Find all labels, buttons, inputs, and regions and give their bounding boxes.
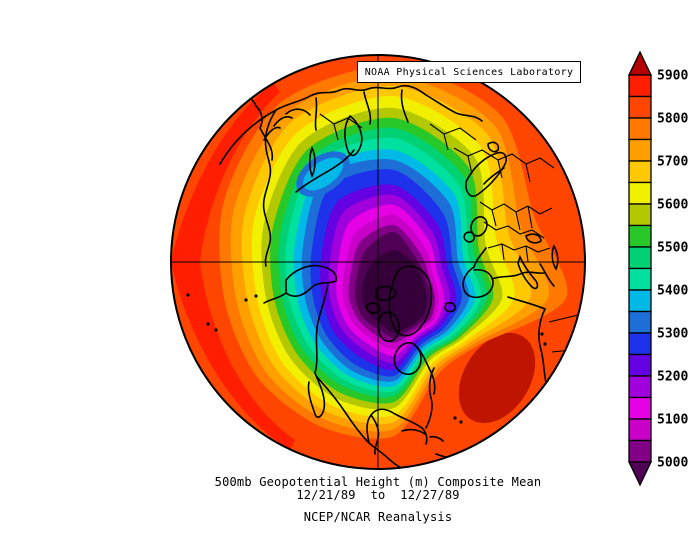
caption-block: 500mb Geopotential Height (m) Composite …: [168, 476, 588, 524]
colorbar-over-arrow: [627, 50, 653, 76]
border-path: [429, 123, 477, 151]
coastline-path: [363, 91, 372, 125]
coastline-path: [375, 285, 397, 301]
colorbar-tick-label: 5000: [657, 456, 688, 471]
colorbar-segment: [628, 224, 652, 248]
colorbar-segment: [628, 95, 652, 119]
colorbar-tick-label: 5600: [657, 198, 688, 213]
colorbar-tick-label: 5500: [657, 241, 688, 256]
coastline-path: [483, 167, 505, 185]
island-dot: [453, 416, 457, 420]
coastlines-group: [219, 84, 559, 469]
island-dot: [214, 328, 218, 332]
border-path: [467, 155, 531, 183]
coastline-path: [295, 149, 355, 193]
coastline-path: [314, 97, 318, 131]
coastline-path: [465, 151, 507, 198]
coastline-path: [462, 266, 494, 299]
coastline-path: [219, 84, 483, 165]
coastline-path: [365, 302, 381, 314]
colorbar-tick-label: 5200: [657, 370, 688, 385]
coastline-path: [507, 296, 546, 310]
coastline-path: [388, 265, 433, 337]
colorbar-segment: [628, 138, 652, 162]
colorbar-segment: [628, 439, 652, 463]
coastline-path: [393, 341, 422, 376]
colorbar-segment: [628, 289, 652, 313]
colorbar-segment: [628, 203, 652, 227]
caption-date-range: 12/21/89 to 12/27/89: [296, 487, 460, 502]
colorbar-tick-label: 5700: [657, 155, 688, 170]
map-title-box: NOAA Physical Sciences Laboratory: [357, 61, 581, 83]
coastline-path: [415, 345, 436, 395]
island-dot: [540, 332, 544, 336]
colorbar-segment: [628, 117, 652, 141]
border-path: [483, 221, 545, 239]
island-dot: [186, 293, 190, 297]
coastline-path: [285, 264, 338, 297]
colorbar-tick-label: 5800: [657, 112, 688, 127]
island-dot: [206, 322, 210, 326]
colorbar-segment: [628, 160, 652, 184]
lab-name-label: NOAA Physical Sciences Laboratory: [364, 66, 574, 78]
coastline-path: [539, 263, 555, 287]
coastline-path: [538, 308, 550, 392]
caption-variable: 500mb Geopotential Height (m) Composite …: [214, 475, 542, 489]
coastline-path: [366, 408, 423, 455]
caption-dataset: NCEP/NCAR Reanalysis: [303, 510, 453, 524]
colorbar-segment: [628, 353, 652, 377]
coastline-path: [551, 244, 559, 271]
border-path: [491, 205, 533, 231]
colorbar-tick-label: 5900: [657, 69, 688, 84]
rim-red-crescent-fill: [171, 83, 295, 450]
coastline-path: [314, 282, 329, 374]
coastline-path: [525, 233, 542, 244]
island-dot: [543, 342, 547, 346]
colorbar-tick-label: 5300: [657, 327, 688, 342]
colorbar-segment: [628, 246, 652, 270]
border-path: [453, 147, 555, 169]
colorbar-tick-label: 5100: [657, 413, 688, 428]
island-dot: [459, 420, 463, 424]
map-outline: [170, 54, 586, 470]
colorbar-segment: [628, 396, 652, 420]
colorbar: 5900 5800 5700 5600 5500 5400 5300 5200 5100 5000: [627, 50, 688, 487]
colorbar-segment: [628, 418, 652, 442]
colorbar-segment: [628, 310, 652, 334]
coastline-path: [444, 302, 456, 313]
island-dot: [244, 298, 248, 302]
coastline-path: [473, 247, 487, 268]
coastline-path: [262, 109, 277, 267]
colorbar-segment: [628, 332, 652, 356]
coastline-path: [463, 231, 475, 243]
coastline-path: [377, 311, 400, 343]
coastline-path: [344, 114, 363, 157]
coastline-path: [308, 145, 316, 179]
coastline-path: [517, 254, 539, 290]
map-layers: [171, 55, 585, 469]
border-path: [487, 243, 551, 263]
colorbar-segment: [628, 375, 652, 399]
coastline-path: [400, 89, 409, 123]
coastline-path: [273, 116, 293, 127]
coastline-path: [401, 428, 426, 435]
coastline-path: [491, 271, 545, 280]
coastline-path: [285, 108, 311, 116]
colorbar-segment: [628, 267, 652, 291]
coastline-path: [263, 292, 287, 304]
coastline-path: [429, 435, 444, 442]
coastline-path: [470, 216, 488, 237]
atlantic-high-fill: [458, 332, 536, 424]
coastline-path: [487, 141, 500, 153]
colorbar-segment: [628, 74, 652, 98]
island-dot: [254, 294, 258, 298]
colorbar-under-arrow: [627, 461, 653, 487]
colorbar-tick-label: 5400: [657, 284, 688, 299]
coastline-path: [307, 372, 326, 418]
coastline-path: [421, 367, 435, 445]
colorbar-segment: [628, 181, 652, 205]
polar-stereographic-map: [170, 54, 586, 470]
border-path: [319, 113, 363, 141]
